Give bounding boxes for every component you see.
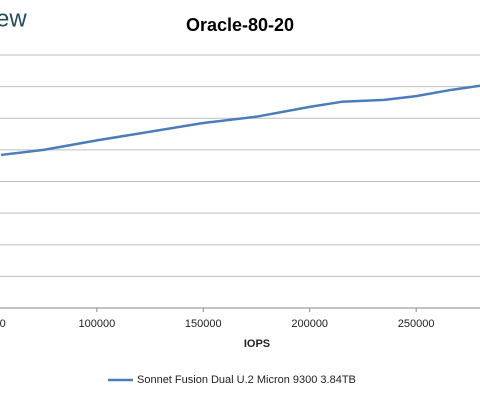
x-tick-label: 250000	[398, 318, 435, 330]
x-tick-label: 50000	[0, 318, 6, 330]
x-axis-label: IOPS	[244, 338, 270, 350]
x-tick-label: 150000	[185, 318, 222, 330]
legend-label: Sonnet Fusion Dual U.2 Micron 9300 3.84T…	[137, 374, 356, 386]
chart-title: Oracle-80-20	[186, 15, 294, 35]
x-tick-label: 200000	[291, 318, 328, 330]
logo-text: ew	[0, 5, 27, 32]
x-tick-label: 100000	[78, 318, 115, 330]
data-line	[0, 84, 480, 157]
